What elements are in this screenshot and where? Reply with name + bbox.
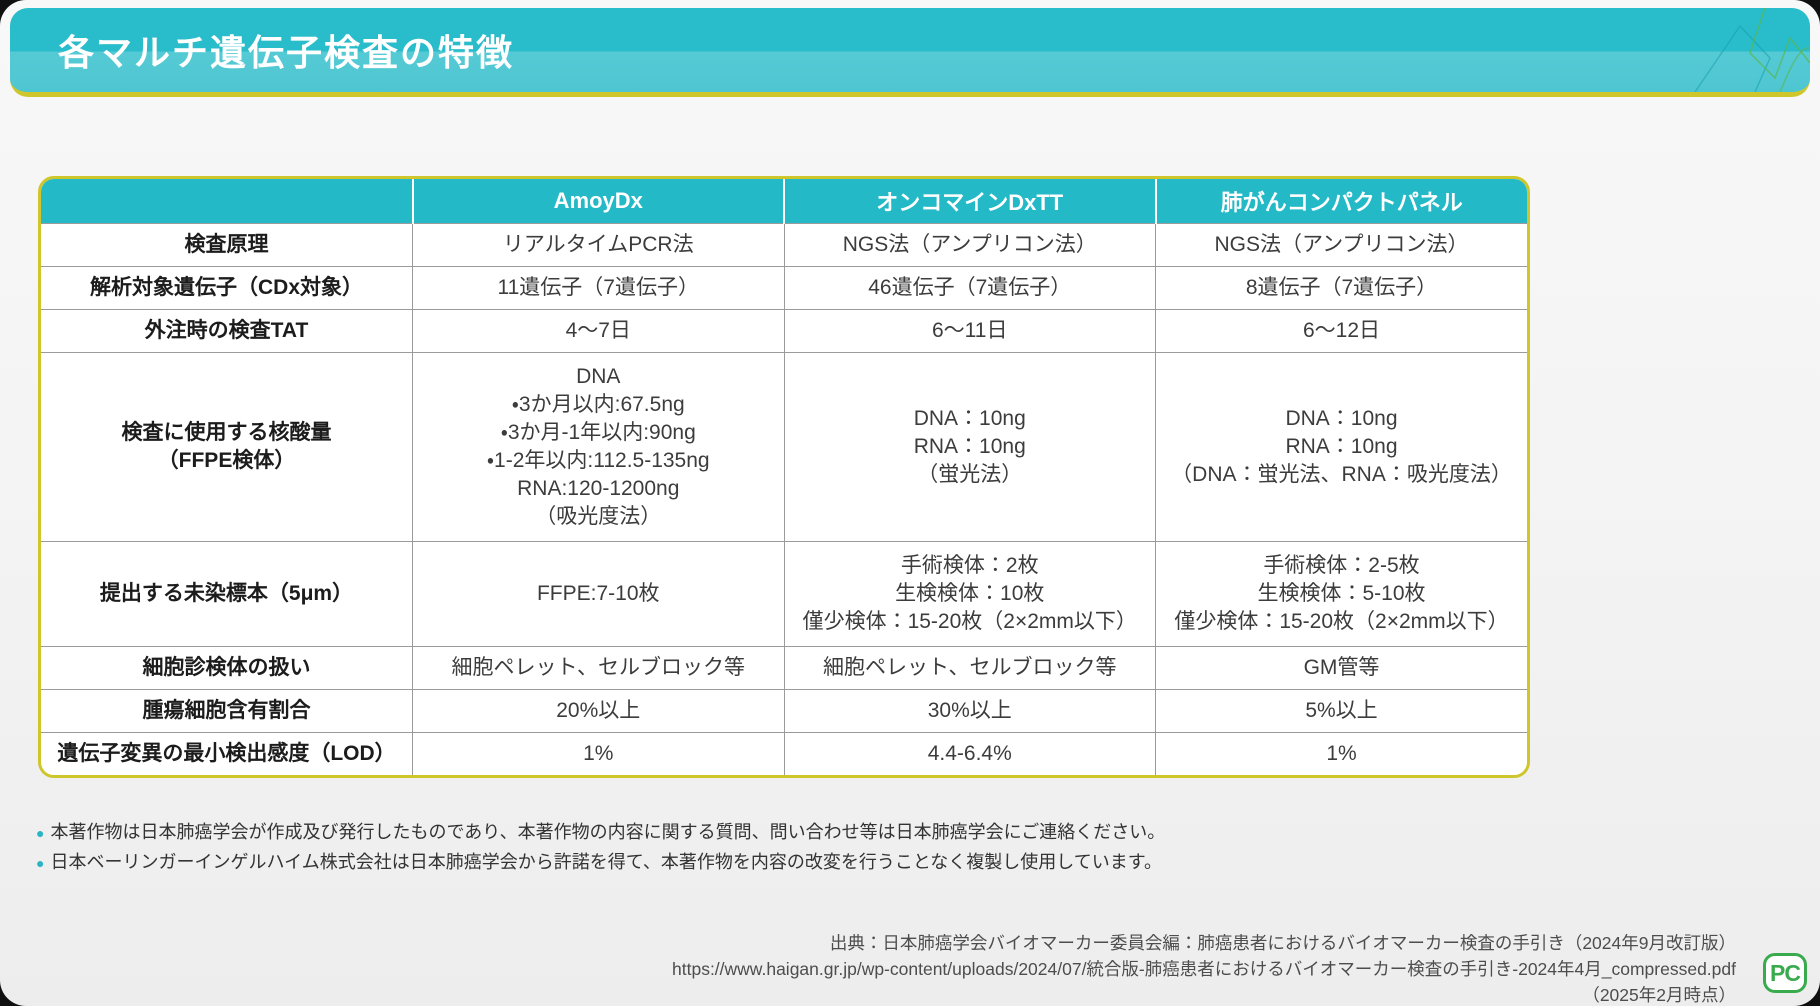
row-label-cell: 検査に使用する核酸量 （FFPE検体） [41, 352, 413, 542]
source-citation: 出典：日本肺癌学会バイオマーカー委員会編：肺癌患者におけるバイオマーカー検査の手… [672, 930, 1736, 1006]
source-line-3: （2025年2月時点） [1582, 985, 1736, 1005]
value-cell: 1% [412, 732, 784, 775]
value-cell: 6〜11日 [783, 309, 1156, 353]
footnote-line: ● 本著作物は日本肺癌学会が作成及び発行したものであり、本著作物の内容に関する質… [36, 818, 1165, 848]
value-cell: DNA ・3か月以内:67.5ng ・3か月-1年以内:90ng ・1-2年以内… [412, 352, 784, 542]
pc-logo-text: PC [1770, 959, 1801, 986]
value-cell: 細胞ペレット、セルブロック等 [783, 646, 1156, 690]
source-line-2: https://www.haigan.gr.jp/wp-content/uplo… [672, 959, 1736, 979]
value-cell: NGS法（アンプリコン法） [783, 223, 1156, 267]
bullet-icon: ● [36, 825, 45, 841]
footnote-text: 本著作物は日本肺癌学会が作成及び発行したものであり、本著作物の内容に関する質問、… [50, 822, 1166, 842]
value-cell: 5%以上 [1155, 689, 1527, 733]
title-banner: 各マルチ遺伝子検査の特徴 [10, 8, 1810, 97]
value-cell: FFPE:7-10枚 [412, 541, 784, 647]
value-cell: 細胞ペレット、セルブロック等 [412, 646, 784, 690]
value-cell: 20%以上 [412, 689, 784, 733]
value-cell: 11遺伝子（7遺伝子） [412, 266, 784, 310]
row-label-cell: 外注時の検査TAT [41, 309, 413, 353]
row-label-cell: 腫瘍細胞含有割合 [41, 689, 413, 733]
value-cell: 1% [1155, 732, 1527, 775]
row-label-cell: 細胞診検体の扱い [41, 646, 413, 690]
source-line-1: 出典：日本肺癌学会バイオマーカー委員会編：肺癌患者におけるバイオマーカー検査の手… [829, 933, 1736, 953]
value-cell: 46遺伝子（7遺伝子） [783, 266, 1156, 310]
header-amoydx: AmoyDx [411, 179, 784, 224]
value-cell: NGS法（アンプリコン法） [1155, 223, 1527, 267]
value-cell: DNA：10ng RNA：10ng （DNA：蛍光法、RNA：吸光度法） [1155, 352, 1527, 542]
table-row: 外注時の検査TAT 4〜7日 6〜11日 6〜12日 [41, 309, 1527, 353]
table-row: 検査に使用する核酸量 （FFPE検体） DNA ・3か月以内:67.5ng ・3… [41, 352, 1527, 542]
pc-logo: PC [1763, 953, 1807, 993]
table-row: 遺伝子変異の最小検出感度（LOD） 1% 4.4-6.4% 1% [41, 732, 1527, 775]
header-oncomine-dxtt: オンコマインDxTT [783, 179, 1156, 224]
table-row: 細胞診検体の扱い 細胞ペレット、セルブロック等 細胞ペレット、セルブロック等 G… [41, 646, 1527, 690]
comparison-table: AmoyDx オンコマインDxTT 肺がんコンパクトパネル 検査原理 リアルタイ… [41, 179, 1527, 775]
table-row: 解析対象遺伝子（CDx対象） 11遺伝子（7遺伝子） 46遺伝子（7遺伝子） 8… [41, 266, 1527, 310]
row-label-cell: 解析対象遺伝子（CDx対象） [41, 266, 413, 310]
value-cell: 8遺伝子（7遺伝子） [1155, 266, 1527, 310]
value-cell: 手術検体：2枚 生検検体：10枚 僅少検体：15-20枚（2×2mm以下） [783, 541, 1156, 647]
value-cell: 6〜12日 [1155, 309, 1527, 353]
value-cell: 手術検体：2-5枚 生検検体：5-10枚 僅少検体：15-20枚（2×2mm以下… [1155, 541, 1527, 647]
row-label-cell: 検査原理 [41, 223, 413, 267]
header-lung-compact-panel: 肺がんコンパクトパネル [1154, 179, 1527, 224]
table-header-row: AmoyDx オンコマインDxTT 肺がんコンパクトパネル [41, 179, 1527, 224]
value-cell: 4.4-6.4% [783, 732, 1156, 775]
comparison-table-card: AmoyDx オンコマインDxTT 肺がんコンパクトパネル 検査原理 リアルタイ… [38, 176, 1530, 778]
banner-decoration-lines [1694, 8, 1810, 92]
row-label-cell: 遺伝子変異の最小検出感度（LOD） [41, 732, 413, 775]
table-row: 腫瘍細胞含有割合 20%以上 30%以上 5%以上 [41, 689, 1527, 733]
table-row: 提出する未染標本（5μm） FFPE:7-10枚 手術検体：2枚 生検検体：10… [41, 541, 1527, 647]
value-cell: DNA：10ng RNA：10ng （蛍光法） [783, 352, 1156, 542]
header-blank-cell [41, 179, 413, 224]
footnote-text: 日本ベーリンガーインゲルハイム株式会社は日本肺癌学会から許諾を得て、本著作物を内… [50, 852, 1162, 872]
value-cell: リアルタイムPCR法 [412, 223, 784, 267]
table-row: 検査原理 リアルタイムPCR法 NGS法（アンプリコン法） NGS法（アンプリコ… [41, 223, 1527, 267]
bullet-icon: ● [36, 855, 45, 871]
footnote-line: ● 日本ベーリンガーインゲルハイム株式会社は日本肺癌学会から許諾を得て、本著作物… [36, 848, 1165, 878]
page-title: 各マルチ遺伝子検査の特徴 [58, 32, 515, 73]
value-cell: GM管等 [1155, 646, 1527, 690]
footnotes: ● 本著作物は日本肺癌学会が作成及び発行したものであり、本著作物の内容に関する質… [36, 818, 1165, 878]
row-label-cell: 提出する未染標本（5μm） [41, 541, 413, 647]
value-cell: 4〜7日 [412, 309, 784, 353]
value-cell: 30%以上 [783, 689, 1156, 733]
